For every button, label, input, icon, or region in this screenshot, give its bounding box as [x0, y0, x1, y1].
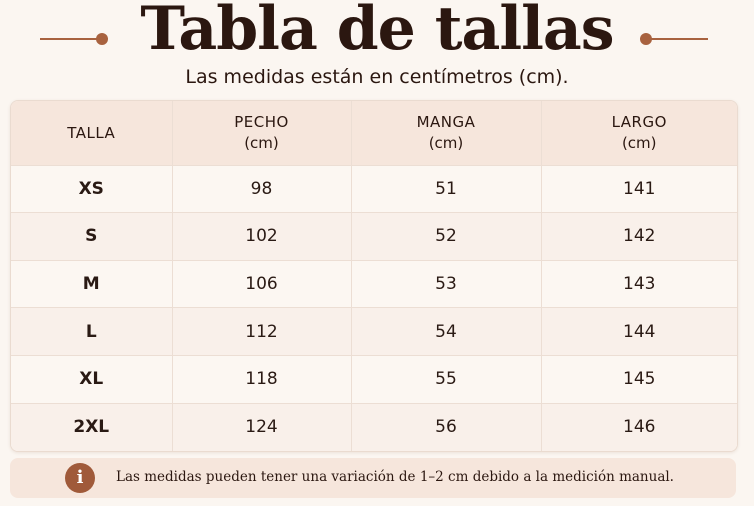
column-header-unit: (cm)	[244, 134, 279, 153]
manga-cell: 54	[351, 307, 542, 357]
page-header: Tabla de tallas Las medidas están en cen…	[0, 0, 754, 100]
decorative-line-right	[650, 38, 708, 40]
pecho-cell: 124	[172, 403, 352, 451]
decorative-line-left	[40, 38, 98, 40]
decorative-dot-left	[96, 33, 108, 45]
largo-cell: 146	[623, 417, 656, 438]
size-cell: S	[11, 212, 173, 261]
pecho-cell: 118	[172, 355, 352, 404]
size-cell: 2XL	[11, 403, 173, 451]
size-cell: L	[11, 307, 173, 357]
manga-cell: 52	[351, 212, 542, 261]
largo-cell: 142	[541, 212, 737, 261]
decorative-dot-right	[640, 33, 652, 45]
column-header-label: TALLA	[67, 123, 116, 142]
column-header-label: PECHO	[234, 113, 289, 132]
largo-cell: 145	[541, 355, 737, 404]
table-row: XS 98 51 141	[11, 165, 737, 214]
info-icon: i	[65, 463, 95, 493]
size-table: TALLA PECHO (cm) MANGA (cm) LARGO (cm) X…	[10, 100, 738, 452]
manga-cell: 53	[351, 260, 542, 309]
table-row: 2XL 124 56 146	[11, 403, 737, 451]
largo-cell: 144	[541, 307, 737, 357]
largo-cell: 141	[541, 165, 737, 214]
manga-cell: 51	[351, 165, 542, 214]
column-header-manga: MANGA (cm)	[351, 101, 542, 166]
column-header-unit: (cm)	[428, 134, 464, 153]
pecho-cell: 98	[172, 165, 352, 214]
table-header-row: TALLA PECHO (cm) MANGA (cm) LARGO (cm)	[11, 101, 737, 166]
column-header-label: MANGA	[416, 113, 476, 132]
size-cell: XL	[11, 355, 173, 404]
largo-cell: 143	[541, 260, 737, 309]
table-row: L 112 54 144	[11, 307, 737, 357]
note-text: Las medidas pueden tener una variación d…	[116, 469, 674, 485]
page-subtitle: Las medidas están en centímetros (cm).	[185, 66, 569, 88]
measurement-note: i Las medidas pueden tener una variación…	[10, 458, 736, 498]
table-row: S 102 52 142	[11, 212, 737, 261]
column-header-label: LARGO	[611, 113, 667, 132]
column-header-unit: (cm)	[621, 134, 657, 153]
pecho-cell: 102	[172, 212, 352, 261]
size-cell: XS	[11, 165, 173, 214]
column-header-talla: TALLA	[11, 101, 173, 166]
manga-cell: 55	[351, 355, 542, 404]
table-row: XL 118 55 145	[11, 355, 737, 404]
column-header-pecho: PECHO (cm)	[172, 101, 352, 166]
pecho-cell: 112	[172, 307, 352, 357]
manga-cell: 56	[351, 403, 542, 451]
pecho-cell: 106	[172, 260, 352, 309]
table-row: M 106 53 143	[11, 260, 737, 309]
page-title: Tabla de tallas	[140, 0, 614, 64]
column-header-largo: LARGO (cm)	[541, 101, 737, 166]
size-cell: M	[11, 260, 173, 309]
